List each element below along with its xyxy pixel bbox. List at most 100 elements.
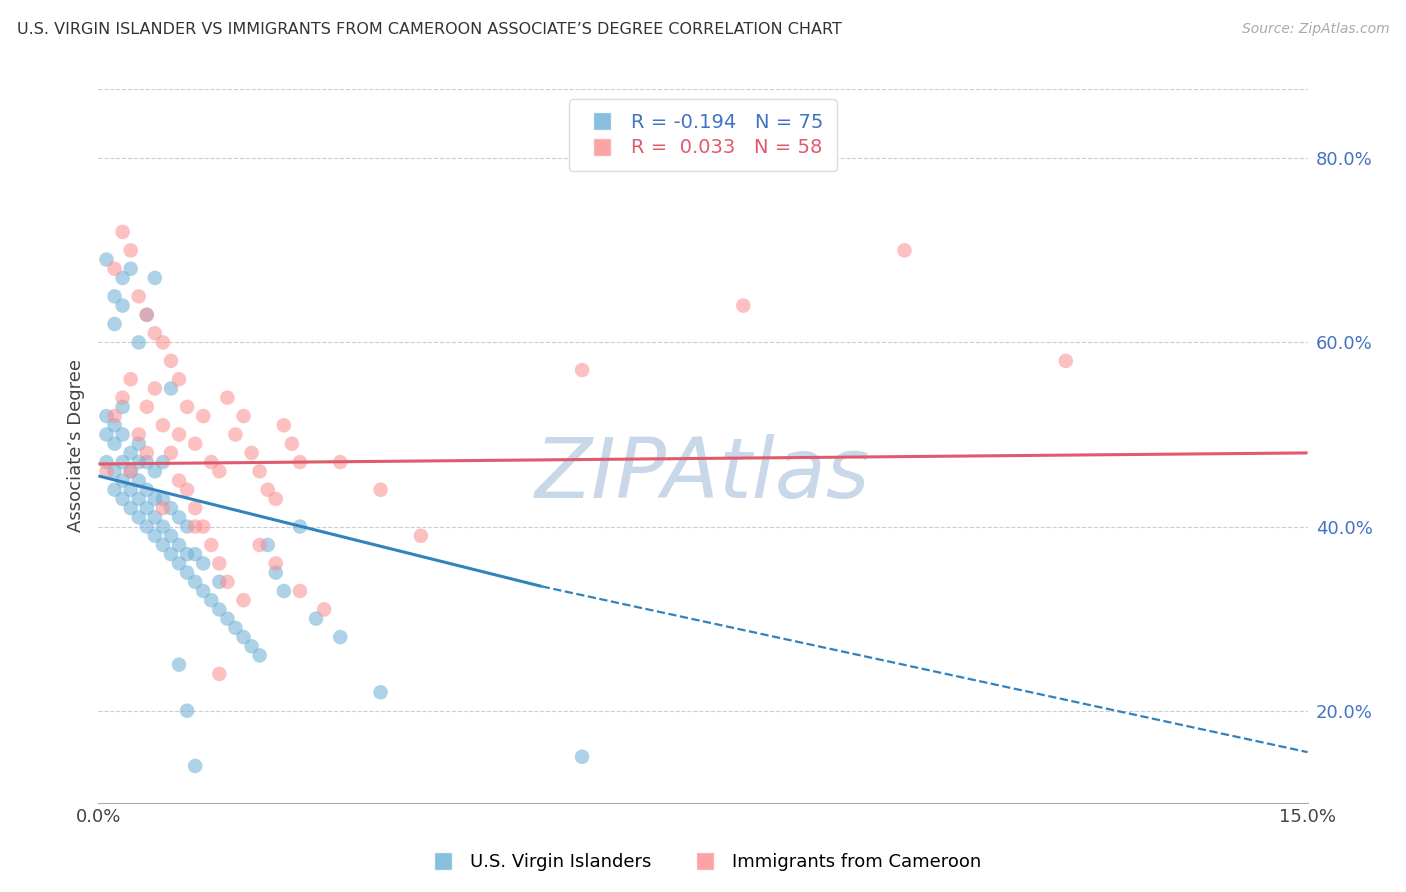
Point [143, 326, 166, 341]
Point [135, 455, 157, 469]
Point [120, 244, 142, 258]
Point [193, 409, 215, 423]
Point [152, 519, 174, 533]
Legend: U.S. Virgin Islanders, Immigrants from Cameroon: U.S. Virgin Islanders, Immigrants from C… [418, 847, 988, 879]
Point [167, 657, 190, 672]
Point [176, 400, 198, 414]
Point [160, 354, 183, 368]
Point [135, 308, 157, 322]
Text: U.S. VIRGIN ISLANDER VS IMMIGRANTS FROM CAMEROON ASSOCIATE’S DEGREE CORRELATION : U.S. VIRGIN ISLANDER VS IMMIGRANTS FROM … [17, 22, 842, 37]
Point [314, 602, 336, 616]
Point [208, 602, 231, 616]
Point [167, 557, 190, 571]
Point [135, 446, 157, 460]
Point [120, 464, 142, 478]
Point [370, 483, 392, 497]
Point [160, 446, 183, 460]
Point [96, 252, 118, 267]
Point [120, 261, 142, 276]
Point [193, 519, 215, 533]
Point [103, 261, 125, 276]
Point [224, 621, 246, 635]
Point [111, 427, 134, 442]
Point [160, 547, 183, 561]
Point [184, 519, 207, 533]
Point [571, 749, 593, 764]
Point [96, 409, 118, 423]
Point [184, 547, 207, 561]
Point [128, 436, 150, 450]
Point [167, 427, 190, 442]
Point [96, 427, 118, 442]
Point [128, 510, 150, 524]
Point [143, 381, 166, 395]
Point [208, 666, 231, 681]
Point [128, 474, 150, 488]
Point [264, 566, 287, 580]
Point [208, 464, 231, 478]
Point [152, 501, 174, 516]
Point [111, 271, 134, 285]
Point [249, 464, 271, 478]
Point [256, 538, 278, 552]
Point [264, 491, 287, 506]
Point [120, 483, 142, 497]
Point [893, 244, 915, 258]
Point [193, 584, 215, 599]
Point [273, 418, 295, 433]
Point [103, 409, 125, 423]
Point [200, 455, 222, 469]
Point [160, 501, 183, 516]
Legend: R = -0.194   N = 75, R =  0.033   N = 58: R = -0.194 N = 75, R = 0.033 N = 58 [569, 99, 837, 171]
Point [152, 418, 174, 433]
Point [135, 308, 157, 322]
Point [152, 491, 174, 506]
Point [128, 427, 150, 442]
Point [103, 289, 125, 303]
Point [111, 455, 134, 469]
Point [281, 436, 304, 450]
Point [167, 538, 190, 552]
Point [120, 446, 142, 460]
Point [208, 557, 231, 571]
Point [143, 529, 166, 543]
Point [329, 455, 352, 469]
Point [240, 446, 263, 460]
Point [176, 547, 198, 561]
Point [217, 612, 239, 626]
Point [184, 574, 207, 589]
Text: ZIPAtlas: ZIPAtlas [536, 434, 870, 515]
Point [232, 409, 254, 423]
Point [167, 474, 190, 488]
Point [288, 519, 311, 533]
Point [184, 501, 207, 516]
Point [167, 372, 190, 386]
Point [249, 648, 271, 663]
Point [409, 529, 432, 543]
Point [96, 464, 118, 478]
Point [160, 529, 183, 543]
Point [256, 483, 278, 497]
Point [176, 704, 198, 718]
Point [571, 363, 593, 377]
Point [128, 455, 150, 469]
Point [120, 372, 142, 386]
Point [143, 491, 166, 506]
Point [103, 418, 125, 433]
Point [273, 584, 295, 599]
Point [176, 483, 198, 497]
Text: Source: ZipAtlas.com: Source: ZipAtlas.com [1241, 22, 1389, 37]
Point [128, 335, 150, 350]
Point [135, 519, 157, 533]
Point [193, 557, 215, 571]
Point [111, 474, 134, 488]
Point [111, 225, 134, 239]
Point [111, 391, 134, 405]
Point [120, 464, 142, 478]
Point [111, 491, 134, 506]
Point [184, 759, 207, 773]
Point [184, 436, 207, 450]
Point [143, 271, 166, 285]
Point [217, 391, 239, 405]
Y-axis label: Associate’s Degree: Associate’s Degree [66, 359, 84, 533]
